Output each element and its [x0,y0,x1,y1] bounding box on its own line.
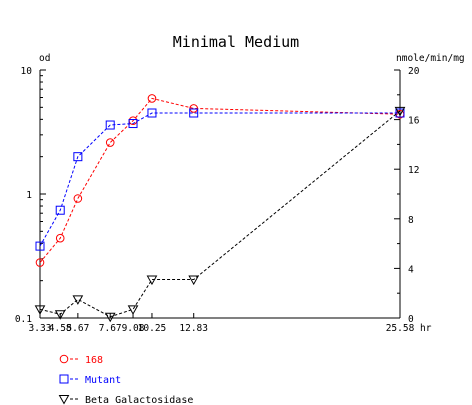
series-line [39,97,401,263]
data-point [34,305,46,315]
x-tick-label: 9.08 [122,323,145,334]
series-1 [35,108,405,251]
data-point [105,120,115,130]
data-point [35,258,45,267]
y-right-axis-label: nmole/min/mg [396,53,465,64]
legend-marker [59,374,69,384]
data-point [189,108,199,118]
legend-marker [58,395,70,405]
data-point [147,108,157,118]
data-point [395,108,405,118]
x-unit-label: hr [420,323,432,334]
y-left-axis-label: od [39,53,50,64]
axes: 10 1 0.1 20 16 12 8 4 0 3.334.585.67 7.67 9.0810.25… [15,66,420,334]
data-point [128,119,138,129]
y-left-tick-label: 0.1 [15,314,32,325]
series-line [39,112,400,247]
y-right-tick-label: 20 [408,66,420,77]
legend-label: Mutant [85,375,121,386]
x-tick-label: 4.58 [49,323,72,334]
data-point [72,295,84,305]
data-point [147,94,157,103]
x-tick-label: 10.25 [138,323,167,334]
legend-item: 168 [59,354,103,366]
data-point [54,310,66,320]
data-point [105,138,115,147]
legend-marker [59,354,69,364]
data-point [55,233,65,243]
x-tick-label: 5.67 [66,323,89,334]
series-layer [34,94,406,323]
series-line [39,110,401,318]
data-point [146,275,158,286]
y-right-tick-label: 0 [408,314,414,325]
x-tick-label: 3.33 [29,323,52,334]
x-tick-label: 25.58 [386,323,415,334]
legend-item: Mutant [59,374,121,386]
data-point [35,241,45,251]
data-point [394,106,406,117]
legend: 168 Mutant Beta Galactosidase [58,354,193,405]
legend-label: 168 [85,355,103,366]
data-point [189,104,199,113]
y-right-tick-label: 8 [408,215,414,226]
y-left-tick-label: 10 [21,66,33,77]
y-right-tick-label: 12 [408,165,419,176]
series-2 [34,106,406,323]
legend-item: Beta Galactosidase [58,395,193,405]
data-point [73,194,83,203]
series-0 [35,94,405,267]
data-point [127,305,139,315]
data-point [73,152,83,162]
x-tick-label: 12.83 [179,323,208,334]
data-point [188,275,200,286]
y-right-tick-label: 16 [408,116,420,127]
y-right-tick-label: 4 [408,264,414,275]
x-tick-label: 7.67 [99,323,122,334]
chart-title: Minimal Medium [173,33,299,51]
legend-label: Beta Galactosidase [85,395,193,405]
data-point [55,205,65,215]
y-left-tick-label: 1 [26,190,32,201]
data-point [104,312,116,323]
